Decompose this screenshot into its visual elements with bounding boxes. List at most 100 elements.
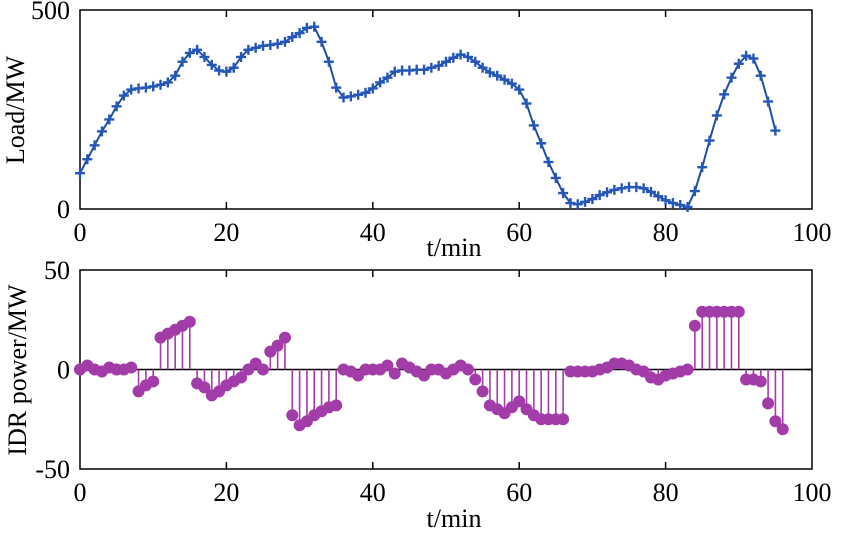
- load-data-point: [89, 140, 100, 151]
- load-data-point: [602, 187, 613, 198]
- idr-data-point: [469, 373, 482, 386]
- idr-data-point: [762, 397, 775, 410]
- load-chart: 0 20 40 60 80 100 0 500 t/min Load/MW: [1, 0, 832, 262]
- idr-data-point: [388, 367, 401, 380]
- idr-x-tick-label: 20: [213, 478, 239, 507]
- load-data-point: [353, 89, 364, 100]
- idr-data-point: [198, 381, 211, 394]
- load-data-point: [484, 67, 495, 78]
- load-data-point: [148, 81, 159, 92]
- load-y-tick-label: 0: [57, 195, 70, 224]
- load-data-point: [748, 53, 759, 64]
- idr-data-point: [330, 399, 343, 412]
- load-data-point: [448, 52, 459, 63]
- load-data-point: [763, 96, 774, 107]
- load-data-point: [250, 42, 261, 53]
- load-data-point: [550, 172, 561, 183]
- load-data-point: [170, 70, 181, 81]
- load-data-point: [287, 32, 298, 43]
- load-data-point: [272, 38, 283, 49]
- load-data-point: [689, 186, 700, 197]
- load-data-point: [360, 87, 371, 98]
- load-data-point: [155, 79, 166, 90]
- load-data-point: [462, 51, 473, 62]
- load-x-tick-label: 0: [74, 218, 87, 247]
- load-data-point: [323, 56, 334, 67]
- load-data-point: [316, 36, 327, 47]
- load-data-point: [382, 72, 393, 83]
- idr-data-point: [769, 415, 782, 428]
- idr-x-tick-label: 40: [360, 478, 386, 507]
- load-x-axis-label: t/min: [427, 233, 482, 262]
- idr-data-point: [125, 361, 138, 374]
- load-data-point: [345, 91, 356, 102]
- load-data-point: [704, 135, 715, 146]
- load-data-point: [675, 200, 686, 211]
- load-data-point: [660, 195, 671, 206]
- load-data-point: [587, 194, 598, 205]
- idr-data-point: [286, 409, 299, 422]
- load-y-axis-label: Load/MW: [1, 55, 30, 164]
- load-data-point: [682, 202, 693, 213]
- load-data-point: [499, 74, 510, 85]
- idr-data-point: [257, 363, 269, 376]
- load-series: [75, 21, 781, 213]
- load-data-point: [184, 47, 195, 58]
- load-data-point: [755, 70, 766, 81]
- load-data-point: [470, 56, 481, 67]
- load-data-point: [455, 49, 466, 60]
- idr-y-tick-label: -50: [35, 455, 70, 484]
- load-data-point: [697, 162, 708, 173]
- idr-y-axis-label: IDR power/MW: [3, 284, 32, 456]
- load-data-point: [609, 184, 620, 195]
- load-data-point: [528, 120, 539, 131]
- idr-x-tick-label: 0: [74, 478, 87, 507]
- idr-data-point: [732, 305, 745, 318]
- idr-series: [74, 305, 789, 436]
- load-data-point: [580, 196, 591, 207]
- load-data-point: [243, 44, 254, 55]
- load-x-tick-label: 60: [506, 218, 532, 247]
- load-data-point: [733, 58, 744, 69]
- load-data-point: [638, 183, 649, 194]
- load-data-point: [543, 157, 554, 168]
- idr-data-point: [381, 359, 394, 372]
- load-data-point: [221, 66, 232, 77]
- idr-data-point: [271, 339, 284, 352]
- idr-data-point: [476, 385, 489, 398]
- load-data-point: [75, 168, 85, 179]
- load-data-point: [96, 126, 107, 137]
- idr-data-point: [461, 363, 474, 376]
- load-data-point: [741, 50, 752, 61]
- load-x-ticks: 0 20 40 60 80 100: [74, 10, 832, 247]
- load-data-point: [521, 98, 532, 109]
- load-data-point: [426, 62, 437, 73]
- idr-data-point: [754, 375, 767, 388]
- idr-chart: 0 20 40 60 80 100 500-50 t/min IDR power/MW: [3, 256, 832, 533]
- load-data-point: [294, 28, 305, 39]
- load-data-point: [162, 77, 173, 88]
- load-data-point: [279, 36, 290, 47]
- load-data-point: [711, 110, 722, 121]
- load-data-point: [309, 21, 320, 32]
- load-data-point: [492, 70, 503, 81]
- idr-x-tick-label: 80: [653, 478, 679, 507]
- load-y-ticks: 0 500: [31, 0, 70, 224]
- idr-x-ticks: 0 20 40 60 80 100: [74, 270, 832, 507]
- idr-data-point: [681, 363, 694, 376]
- load-data-point: [111, 101, 122, 112]
- idr-x-tick-label: 100: [793, 478, 832, 507]
- load-data-point: [572, 199, 583, 210]
- load-data-point: [594, 190, 605, 201]
- load-data-point: [192, 44, 203, 55]
- load-data-point: [719, 89, 730, 100]
- load-data-point: [506, 78, 517, 89]
- load-data-point: [558, 188, 569, 199]
- idr-data-point: [183, 315, 196, 328]
- load-data-point: [433, 60, 444, 71]
- load-data-point: [236, 51, 247, 62]
- load-data-point: [82, 154, 93, 165]
- idr-data-point: [688, 319, 701, 332]
- load-data-point: [419, 64, 430, 75]
